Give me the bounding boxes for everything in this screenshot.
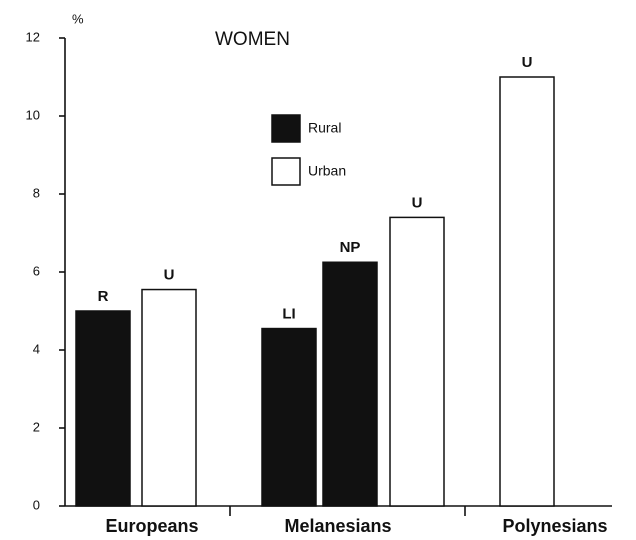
y-tick-label: 2 bbox=[33, 419, 40, 434]
bar bbox=[141, 288, 197, 507]
y-tick-label: 4 bbox=[33, 341, 40, 356]
legend-label: Urban bbox=[308, 163, 346, 179]
bar bbox=[499, 76, 555, 507]
bar-label: LI bbox=[282, 306, 295, 323]
bar bbox=[261, 327, 317, 507]
y-tick-label: 0 bbox=[33, 497, 40, 512]
x-tick-label: Polynesians bbox=[502, 516, 607, 536]
chart-title: WOMEN bbox=[215, 29, 290, 50]
legend-swatch bbox=[271, 157, 301, 186]
y-tick-label: 10 bbox=[26, 107, 40, 122]
bar-label: U bbox=[164, 267, 175, 284]
y-unit: % bbox=[72, 11, 84, 26]
legend-label: Rural bbox=[308, 120, 341, 136]
y-tick-label: 8 bbox=[33, 185, 40, 200]
bar bbox=[322, 261, 378, 507]
bar bbox=[75, 310, 131, 507]
y-tick-label: 12 bbox=[26, 29, 40, 44]
bar-label: NP bbox=[340, 239, 361, 256]
legend-swatch bbox=[271, 114, 301, 143]
bar bbox=[389, 216, 445, 507]
y-tick-label: 6 bbox=[33, 263, 40, 278]
x-tick-label: Melanesians bbox=[284, 516, 391, 536]
x-tick-label: Europeans bbox=[105, 516, 198, 536]
bar-label: U bbox=[412, 194, 423, 211]
bar-label: R bbox=[98, 288, 109, 305]
bar-label: U bbox=[522, 54, 533, 71]
